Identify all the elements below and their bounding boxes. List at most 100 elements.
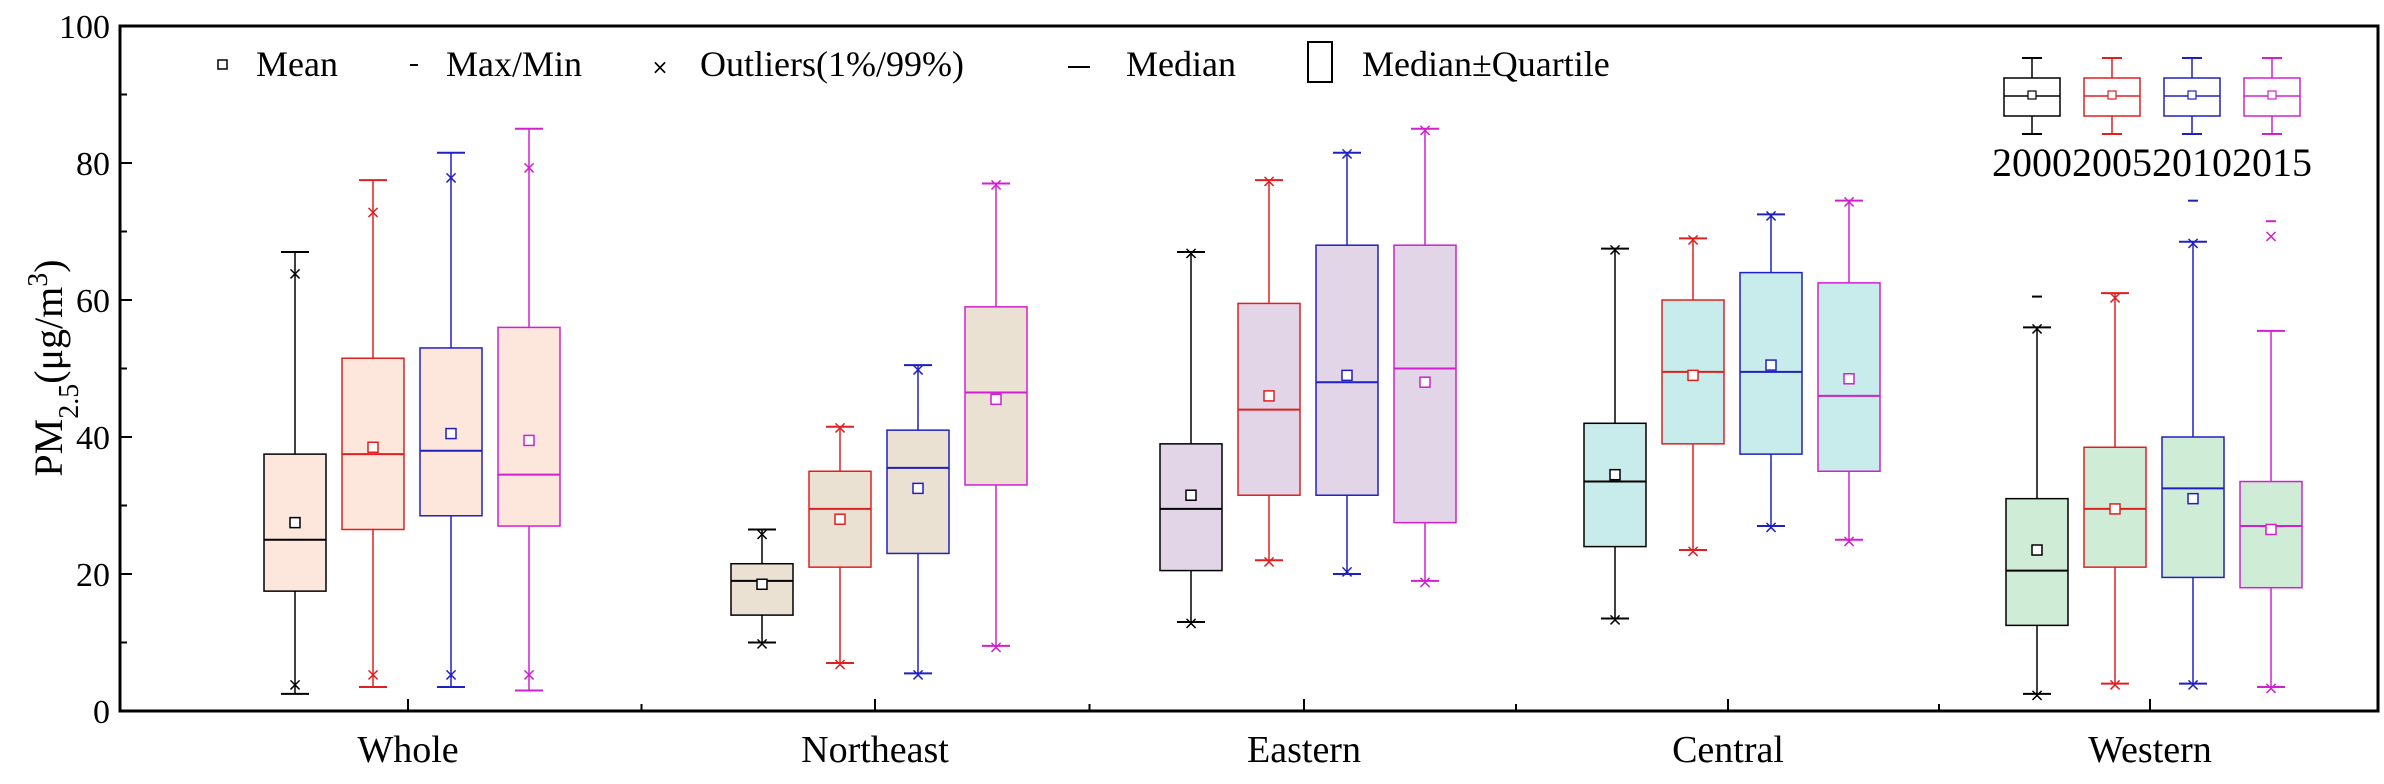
mean-marker — [289, 516, 301, 529]
mean-marker — [2031, 544, 2043, 556]
y-tick-label: 100 — [59, 9, 110, 46]
legend-maxmin-label: Max/Min — [446, 44, 582, 84]
outlier-marker: × — [1763, 517, 1778, 538]
box-central-2010: ×× — [1739, 205, 1803, 538]
x-category-label: Central — [1672, 729, 1784, 771]
outlier-marker: × — [754, 524, 769, 545]
outlier-marker: × — [1417, 572, 1432, 593]
y-axis-label-sup: 3 — [23, 273, 54, 287]
outlier-marker: × — [2107, 675, 2122, 696]
legend-mean-marker — [217, 59, 228, 70]
outlier-marker: × — [988, 637, 1003, 658]
x-axis: Whole Northeast Eastern Central Western — [357, 699, 2212, 771]
quartile-box — [1583, 422, 1647, 548]
outlier-marker: × — [1261, 171, 1276, 192]
year-legend-item-2010: 2010 — [2152, 57, 2232, 185]
y-tick-label: 0 — [93, 694, 110, 731]
quartile-box — [2005, 497, 2069, 627]
outlier-marker: × — [365, 202, 380, 223]
mean-marker — [1419, 376, 1431, 388]
outlier-marker: × — [521, 157, 536, 178]
outlier-marker: × — [910, 360, 925, 381]
year-legend: 2000 2005 2010 2015 — [1992, 57, 2312, 185]
outlier-marker: × — [832, 654, 847, 675]
outlier-marker: × — [1841, 531, 1856, 552]
mean-marker — [1185, 489, 1197, 501]
year-legend-mean — [2187, 90, 2197, 100]
outlier-marker: × — [1685, 229, 1700, 250]
outlier-marker: × — [443, 664, 458, 685]
year-legend-label: 2000 — [1992, 140, 2072, 185]
mean-marker — [523, 434, 535, 447]
year-legend-mean — [2107, 90, 2117, 100]
outlier-marker: × — [1183, 243, 1198, 264]
year-legend-mean — [2267, 90, 2277, 100]
box-central-2015: ×× — [1817, 192, 1881, 552]
box-whole-2000: ×× — [263, 251, 327, 696]
box-western-2015: ×× — [2239, 220, 2303, 699]
year-legend-label: 2005 — [2072, 140, 2152, 185]
year-legend-label: 2015 — [2232, 140, 2312, 185]
legend-outliers-marker: × — [652, 55, 669, 79]
y-axis-label-sub: 2.5 — [54, 384, 85, 419]
outlier-marker: × — [2185, 233, 2200, 254]
y-axis-label: PM2.5(μg/m3) — [23, 259, 85, 476]
x-category-label: Northeast — [801, 729, 949, 771]
outlier-marker: × — [521, 664, 536, 685]
mean-marker — [834, 513, 846, 525]
box-whole-2015: ×× — [497, 127, 561, 692]
outlier-marker: × — [910, 664, 925, 685]
y-axis-label-unit: (μg/m — [26, 287, 71, 384]
x-category-label: Eastern — [1247, 729, 1361, 771]
outlier-marker: × — [443, 168, 458, 189]
mean-marker — [445, 427, 457, 440]
y-axis: 0 20 40 60 80 100 — [59, 9, 132, 731]
year-legend-item-2005: 2005 — [2072, 57, 2152, 185]
outlier-marker: × — [287, 675, 302, 696]
outlier-marker: × — [2263, 678, 2278, 699]
quartile-box — [1159, 443, 1223, 572]
outlier-marker: × — [365, 664, 380, 685]
year-legend-box — [2083, 77, 2141, 117]
x-category-label: Whole — [357, 729, 458, 771]
mean-marker — [2187, 492, 2199, 505]
mean-marker — [756, 578, 768, 591]
outlier-marker: × — [1183, 613, 1198, 634]
y-axis-label-main: PM — [26, 419, 71, 477]
box-eastern-2010: ×× — [1315, 144, 1379, 583]
box-whole-2010: ×× — [419, 151, 483, 689]
outlier-marker: × — [1685, 541, 1700, 562]
outlier-marker: × — [1339, 144, 1354, 165]
outlier-marker: × — [287, 264, 302, 285]
outlier-marker: × — [1417, 120, 1432, 141]
y-tick-label: 80 — [76, 146, 110, 183]
box-western-2005: ×× — [2083, 288, 2147, 696]
legend-quartile-label: Median±Quartile — [1362, 44, 1610, 84]
outlier-marker: × — [1607, 240, 1622, 261]
year-legend-item-2000: 2000 — [1992, 57, 2072, 185]
legend-median-label: Median — [1126, 44, 1236, 84]
y-tick-label: 20 — [76, 557, 110, 594]
year-legend-label: 2010 — [2152, 140, 2232, 185]
mean-marker — [912, 482, 924, 495]
outlier-marker: × — [1607, 610, 1622, 631]
y-tick-label: 60 — [76, 283, 110, 320]
quartile-box — [2161, 436, 2225, 579]
x-category-label: Western — [2088, 729, 2212, 771]
legend-mean-label: Mean — [256, 44, 338, 84]
box-central-2005: ×× — [1661, 229, 1725, 562]
year-legend-mean — [2027, 90, 2037, 100]
box-whole-2005: ×× — [341, 179, 405, 689]
outlier-marker: × — [2263, 226, 2278, 247]
mean-marker — [1341, 369, 1353, 382]
mean-marker — [2265, 523, 2277, 536]
mean-marker — [1765, 359, 1777, 371]
outlier-marker: × — [2029, 318, 2044, 339]
outlier-marker: × — [832, 418, 847, 439]
box-northeast-2010: ×× — [886, 360, 950, 685]
box-western-2000: ×× — [2005, 295, 2069, 706]
box-groups: ×××××××××××××××××××××××××××××××××××××××× — [263, 120, 2303, 706]
box-western-2010: ×× — [2161, 199, 2225, 696]
outlier-marker: × — [988, 175, 1003, 196]
